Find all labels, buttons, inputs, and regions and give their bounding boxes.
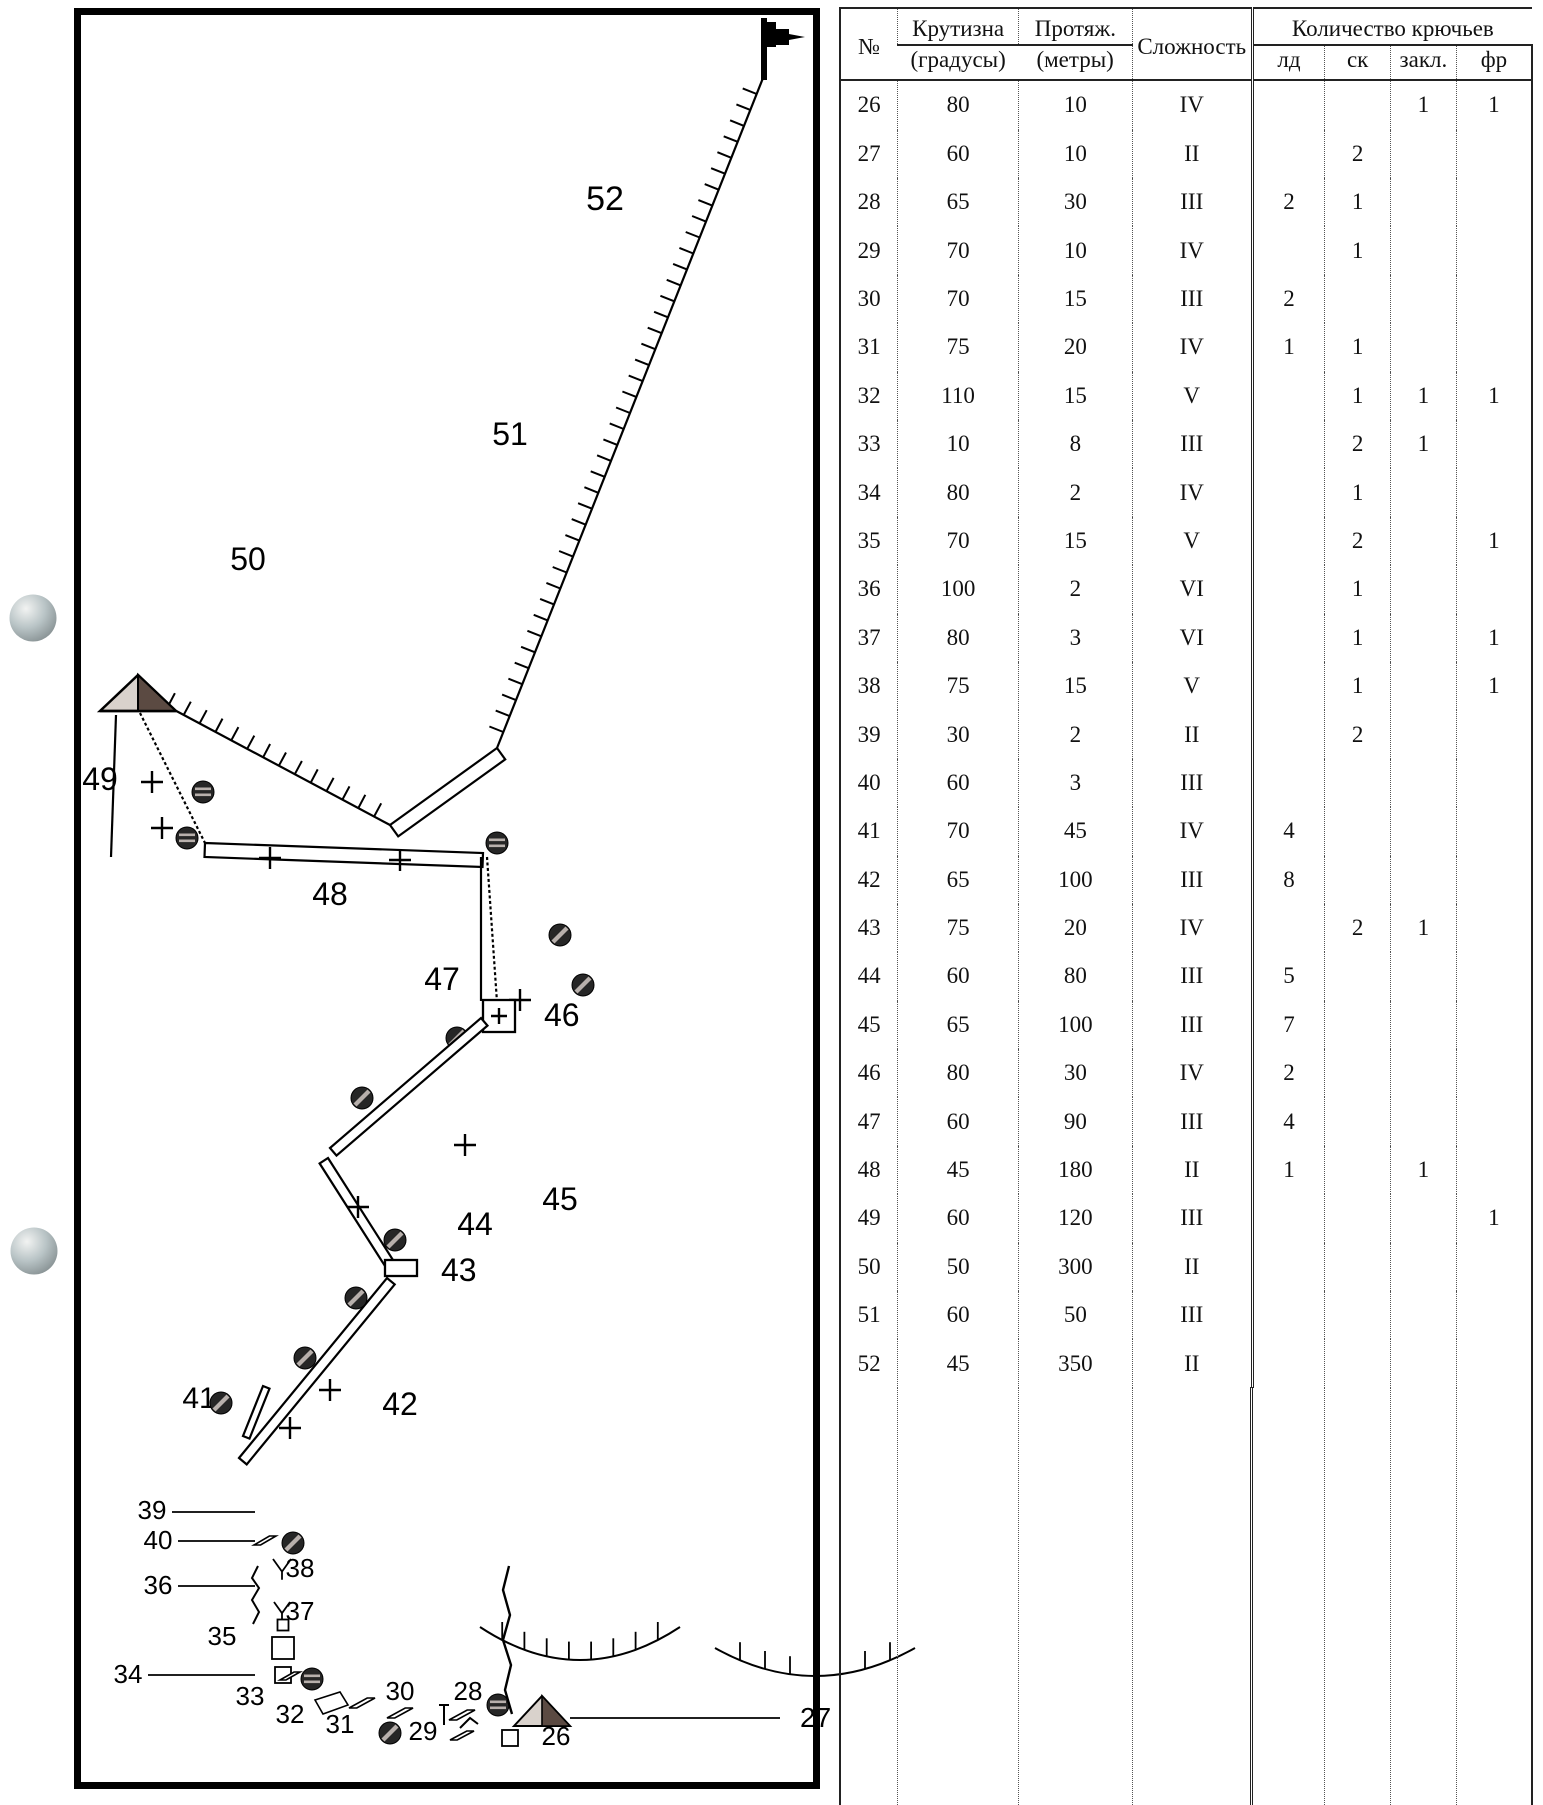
svg-text:39: 39 [138,1495,167,1525]
svg-text:43: 43 [441,1252,477,1288]
svg-text:42: 42 [382,1386,418,1422]
svg-text:36: 36 [144,1570,173,1600]
svg-text:38: 38 [286,1553,315,1583]
svg-text:48: 48 [312,876,348,912]
svg-text:27: 27 [800,1702,831,1733]
svg-text:52: 52 [586,180,624,218]
svg-text:50: 50 [230,541,266,577]
svg-text:37: 37 [286,1596,315,1626]
svg-text:51: 51 [492,416,528,452]
svg-text:29: 29 [409,1716,438,1746]
svg-text:46: 46 [544,997,580,1033]
svg-text:30: 30 [386,1676,415,1706]
svg-text:45: 45 [542,1181,578,1217]
svg-text:26: 26 [542,1721,571,1751]
svg-text:34: 34 [114,1659,143,1689]
svg-text:44: 44 [457,1206,493,1242]
svg-text:47: 47 [424,961,460,997]
svg-text:35: 35 [208,1621,237,1651]
svg-text:49: 49 [82,761,118,797]
svg-text:28: 28 [454,1676,483,1706]
svg-text:33: 33 [236,1681,265,1711]
svg-text:31: 31 [326,1709,355,1739]
svg-text:32: 32 [276,1699,305,1729]
svg-text:40: 40 [144,1525,173,1555]
